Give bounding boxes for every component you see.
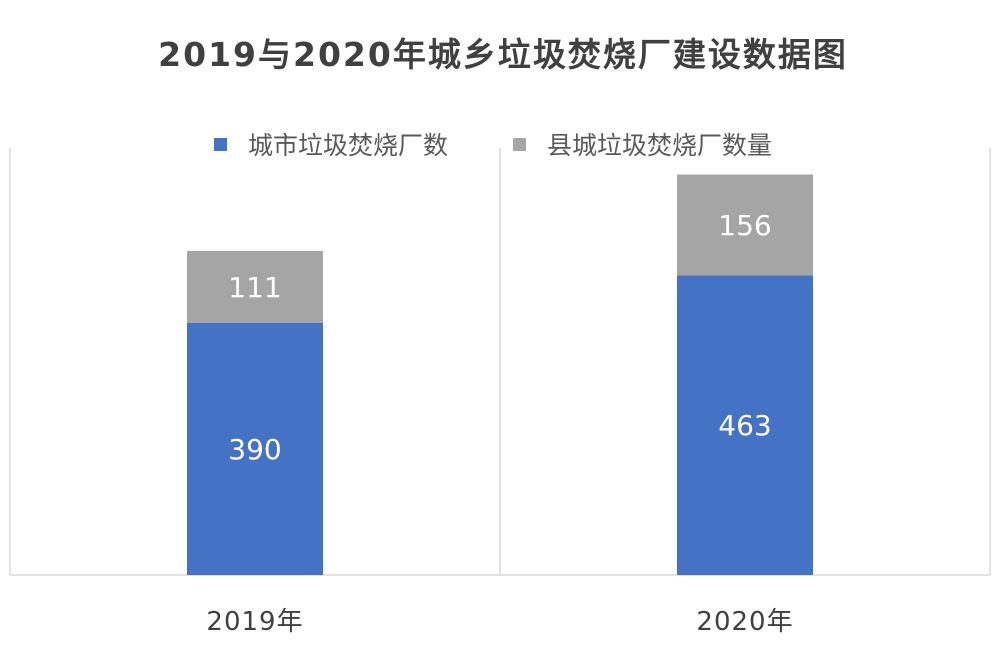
bar-city-2019 (187, 322, 323, 575)
bar-county-2020 (677, 174, 813, 276)
data-label-county-2020: 156 (718, 209, 771, 242)
bars (187, 174, 813, 575)
chart-title: 2019与2020年城乡垃圾焚烧厂建设数据图 (158, 35, 848, 74)
legend: 城市垃圾焚烧厂数 县城垃圾焚烧厂数量 (214, 131, 772, 160)
plot-frame (9, 148, 991, 576)
legend-marker-city (214, 138, 227, 151)
x-tick-label-2020: 2020年 (696, 607, 793, 637)
data-label-city-2020: 463 (718, 409, 771, 442)
data-label-county-2019: 111 (228, 271, 281, 304)
bar-county-2019 (187, 250, 323, 323)
legend-label-county: 县城垃圾焚烧厂数量 (547, 131, 772, 160)
x-axis-ticks: 2019年 2020年 (206, 607, 793, 637)
data-label-city-2019: 390 (228, 433, 281, 466)
legend-marker-county (513, 138, 526, 151)
bar-city-2020 (677, 275, 813, 575)
data-labels: 390 111 463 156 (228, 209, 771, 466)
x-tick-label-2019: 2019年 (206, 607, 303, 637)
legend-label-city: 城市垃圾焚烧厂数 (248, 131, 448, 160)
